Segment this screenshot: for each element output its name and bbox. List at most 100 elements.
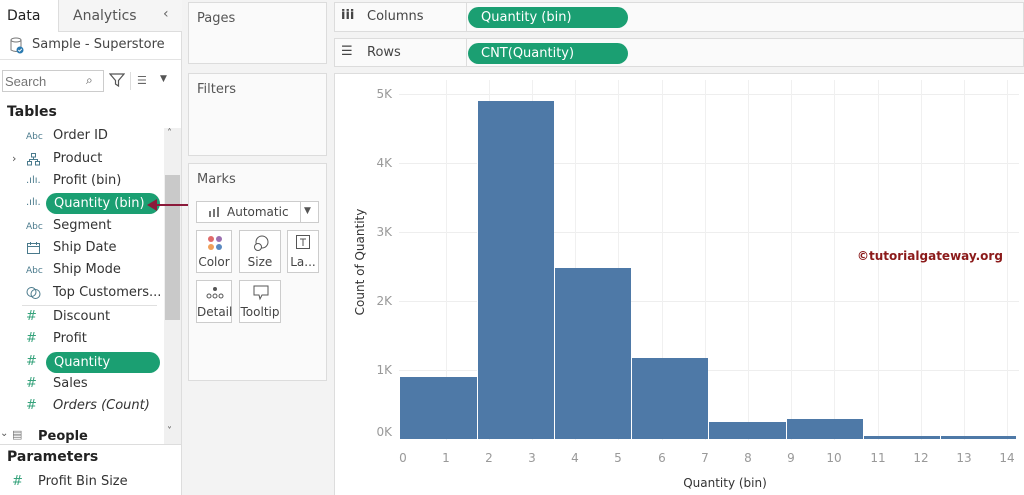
field-quantity-bin[interactable]: .ılı. Quantity (bin) [0, 192, 162, 214]
filters-card[interactable]: Filters [188, 73, 327, 156]
bar-chart-icon [209, 207, 219, 217]
x-tick: 4 [571, 451, 579, 465]
scroll-up-icon[interactable]: ˄ [167, 128, 172, 139]
histogram-bar[interactable] [631, 358, 708, 439]
y-axis-label: Count of Quantity [353, 208, 367, 316]
label-button[interactable]: La... [287, 230, 319, 273]
field-quantity[interactable]: # Quantity [0, 351, 162, 373]
string-icon: Abc [26, 222, 43, 232]
datasource-name[interactable]: Sample - Superstore [0, 32, 181, 60]
scrollbar-thumb[interactable] [165, 175, 180, 320]
rows-pill[interactable]: CNT(Quantity) [468, 43, 628, 64]
scroll-down-icon[interactable]: ˅ [167, 426, 172, 437]
histogram-bar[interactable] [786, 419, 863, 439]
table-icon: ▤ [12, 428, 23, 441]
x-tick: 10 [826, 451, 842, 465]
field-profit[interactable]: # Profit [0, 328, 162, 350]
shelf-divider [466, 3, 467, 31]
histogram-bar[interactable] [554, 268, 631, 439]
number-icon: # [26, 331, 37, 346]
x-tick: 13 [956, 451, 972, 465]
list-view-icon[interactable]: ☰ [137, 74, 147, 87]
field-product[interactable]: › Product [0, 148, 162, 170]
table-label: People [38, 429, 88, 444]
gridline [399, 301, 1019, 302]
search-input[interactable] [2, 70, 104, 92]
field-label: Quantity [46, 352, 160, 373]
number-icon: # [26, 398, 37, 413]
columns-pill[interactable]: Quantity (bin) [468, 7, 628, 28]
gridline [662, 80, 663, 440]
x-tick: 3 [528, 451, 536, 465]
expand-chevron-icon[interactable]: › [12, 152, 17, 165]
tab-data[interactable]: Data [0, 0, 58, 32]
detail-button[interactable]: Detail [196, 280, 232, 323]
tooltip-button[interactable]: Tooltip [239, 280, 281, 323]
filter-icon[interactable] [109, 72, 125, 88]
datasource-icon [10, 37, 24, 54]
field-orders-count[interactable]: # Orders (Count) [0, 395, 162, 417]
x-tick: 1 [442, 451, 450, 465]
columns-shelf[interactable]: iii Columns Quantity (bin) [334, 2, 1024, 32]
field-label: Quantity (bin) [46, 193, 160, 214]
y-tick: 4K [376, 156, 392, 170]
field-label: Orders (Count) [53, 398, 150, 413]
histogram-bar[interactable] [863, 436, 940, 439]
field-discount[interactable]: # Discount [0, 306, 162, 328]
mark-type-dropdown[interactable]: Automatic [196, 201, 319, 223]
histogram-bar[interactable] [940, 436, 1016, 439]
x-tick: 6 [658, 451, 666, 465]
dropdown-divider [300, 202, 301, 222]
parameter-label: Profit Bin Size [38, 474, 128, 489]
number-icon: # [26, 376, 37, 391]
field-label: Discount [53, 309, 111, 324]
histogram-bar[interactable] [399, 377, 477, 439]
size-icon [254, 235, 269, 251]
tables-heading: Tables [7, 104, 57, 120]
rows-shelf[interactable]: ☰ Rows CNT(Quantity) [334, 38, 1024, 67]
gridline [878, 80, 879, 440]
collapse-pane-icon[interactable]: ‹ [163, 6, 169, 22]
label-label: La... [290, 255, 316, 269]
field-top-customers[interactable]: Top Customers... [0, 282, 162, 304]
field-profit-bin[interactable]: .ılı. Profit (bin) [0, 170, 162, 192]
x-tick: 8 [744, 451, 752, 465]
field-segment[interactable]: Abc Segment [0, 215, 162, 237]
view-dropdown-icon[interactable]: ▼ [160, 74, 167, 84]
pages-title: Pages [197, 11, 236, 26]
x-tick: 14 [999, 451, 1015, 465]
color-button[interactable]: Color [196, 230, 232, 273]
field-order-id[interactable]: Abc Order ID [0, 125, 162, 147]
gridline [748, 80, 749, 440]
histogram-bar[interactable] [477, 101, 554, 439]
color-icon [208, 236, 222, 250]
tooltip-label: Tooltip [240, 305, 280, 319]
gridline [399, 370, 1019, 371]
string-icon: Abc [26, 132, 43, 142]
chevron-down-icon[interactable]: ▼ [304, 206, 311, 216]
field-ship-mode[interactable]: Abc Ship Mode [0, 259, 162, 281]
filters-title: Filters [197, 82, 236, 97]
y-tick: 0K [376, 425, 392, 439]
number-icon: # [26, 309, 37, 324]
bin-icon: .ılı. [26, 175, 41, 186]
histogram-bar[interactable] [708, 422, 786, 439]
label-icon [296, 235, 310, 249]
expand-chevron-icon[interactable]: ⌄ [0, 428, 9, 439]
tab-analytics[interactable]: Analytics [58, 0, 182, 32]
y-tick: 2K [376, 294, 392, 308]
search-icon[interactable]: ⌕ [86, 73, 93, 87]
parameter-profit-bin-size[interactable]: # Profit Bin Size [0, 471, 162, 493]
gridline [921, 80, 922, 440]
gridline [964, 80, 965, 440]
pages-card[interactable]: Pages [188, 2, 327, 64]
calendar-icon [27, 242, 40, 254]
string-icon: Abc [26, 266, 43, 276]
size-button[interactable]: Size [239, 230, 281, 273]
rows-icon: ☰ [341, 44, 353, 59]
field-sales[interactable]: # Sales [0, 373, 162, 395]
table-people[interactable]: ⌄ ▤ People [0, 428, 162, 444]
parameters-heading: Parameters [7, 449, 99, 465]
gridline [446, 80, 447, 440]
field-ship-date[interactable]: Ship Date [0, 237, 162, 259]
